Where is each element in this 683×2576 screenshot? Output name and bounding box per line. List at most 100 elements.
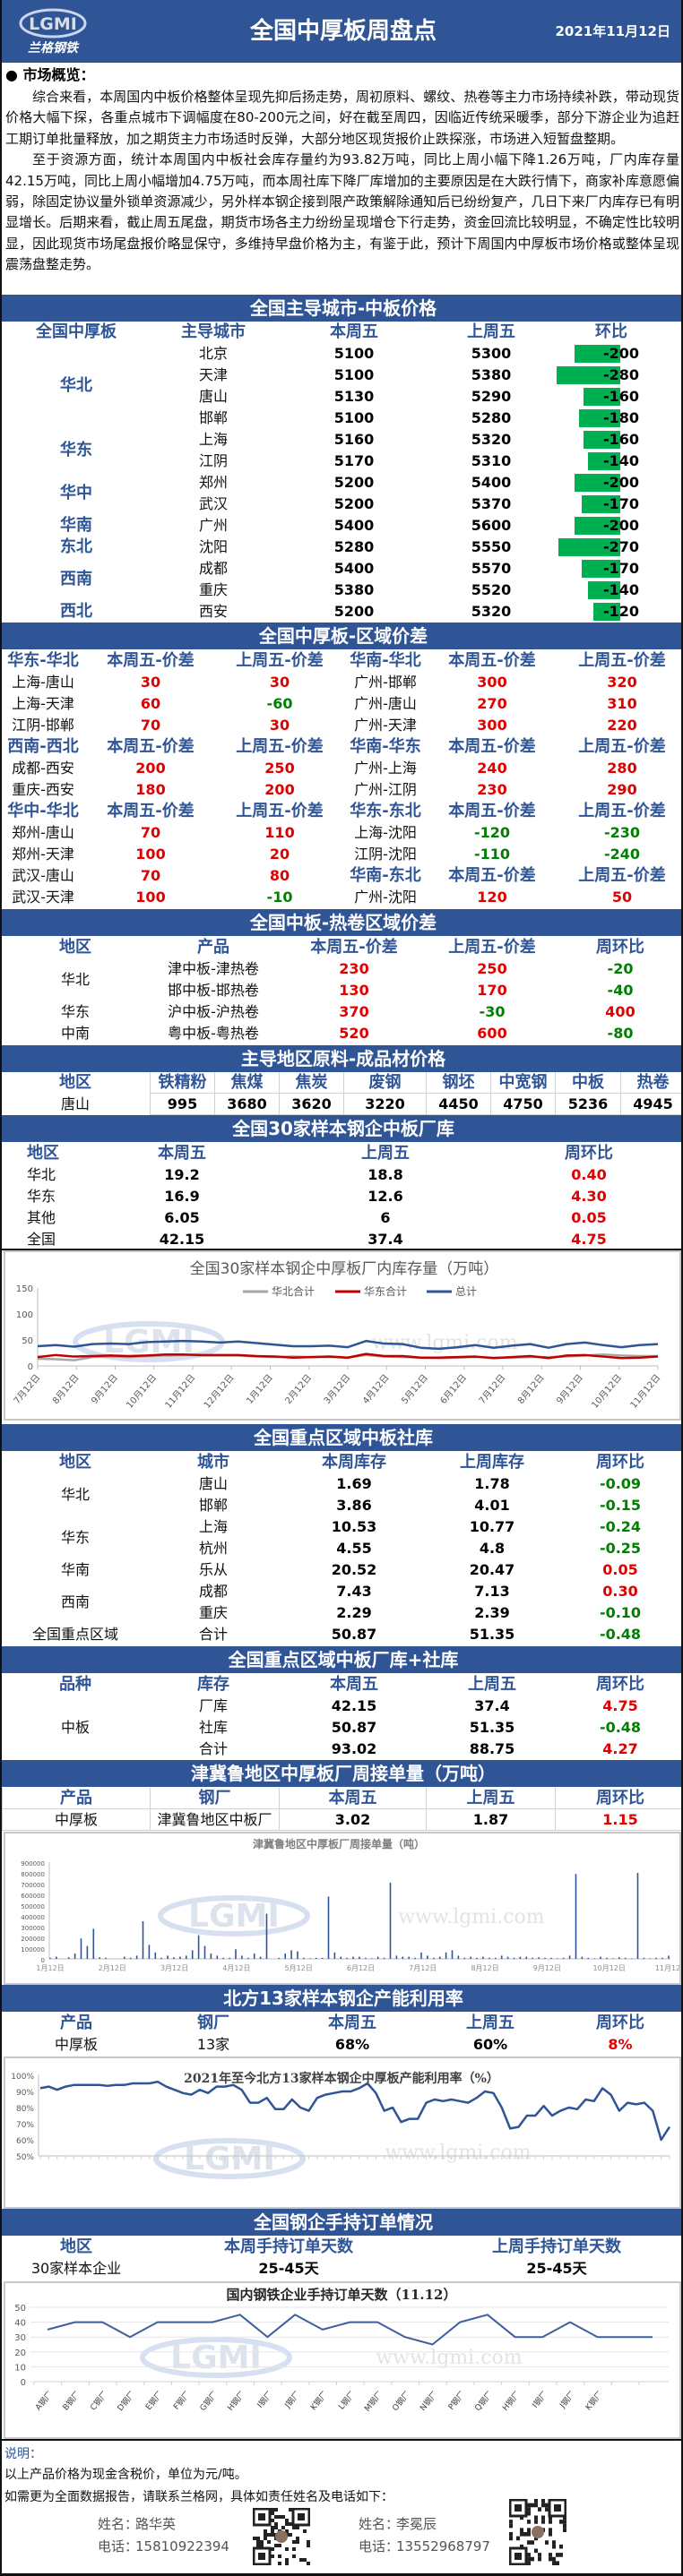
region-label: 华东 bbox=[27, 1188, 56, 1205]
y-tick-label: 50 bbox=[14, 2304, 26, 2314]
city-pair: 江阴-邯郸 bbox=[12, 717, 74, 734]
table-value: 51.35 bbox=[469, 1719, 515, 1736]
last-week-price: 5570 bbox=[471, 560, 512, 577]
table-value: 600 bbox=[477, 1025, 507, 1042]
spread-header: 本周五-价差 bbox=[448, 651, 536, 670]
table-value: 10.77 bbox=[469, 1518, 515, 1535]
table-value: 520 bbox=[339, 1025, 369, 1042]
table-value: 20.52 bbox=[331, 1561, 377, 1578]
table-value: 0.05 bbox=[571, 1209, 607, 1226]
x-tick-label: A钢厂 bbox=[33, 2389, 56, 2412]
table-value: -0.48 bbox=[599, 1626, 642, 1643]
x-tick-label: 12月12日 bbox=[202, 1372, 236, 1411]
bar bbox=[135, 1955, 138, 1959]
section-region-spread: 全国中厚板-区域价差 bbox=[2, 623, 681, 649]
bar bbox=[643, 1957, 645, 1959]
spread-value: -10 bbox=[266, 889, 293, 906]
column-header: 周环比 bbox=[596, 2014, 644, 2032]
chart-title: 全国30家样本钢企中厚板厂内库存量（万吨） bbox=[190, 1260, 499, 1278]
this-week-price: 5200 bbox=[333, 495, 375, 512]
svg-text:兰格钢铁: 兰格钢铁 bbox=[28, 40, 80, 56]
bar bbox=[105, 1957, 107, 1959]
spread-value: 30 bbox=[269, 674, 290, 691]
bar bbox=[402, 1956, 404, 1959]
table-value: 1.15 bbox=[555, 1809, 681, 1831]
bar bbox=[303, 1957, 305, 1959]
bar bbox=[445, 1952, 447, 1959]
change-value: -140 bbox=[602, 581, 639, 598]
spread-value: 200 bbox=[135, 760, 166, 777]
y-tick-label: 0 bbox=[21, 2378, 26, 2388]
bar bbox=[340, 1956, 342, 1959]
change-bar bbox=[581, 495, 620, 513]
bar bbox=[550, 1957, 552, 1959]
bar bbox=[636, 1873, 639, 1959]
qr-code bbox=[508, 2498, 567, 2566]
column-header: 周环比 bbox=[596, 1675, 644, 1694]
x-tick-label: E钢厂 bbox=[143, 2389, 165, 2412]
x-tick-label: 9月12日 bbox=[89, 1372, 119, 1406]
legend-label: 总计 bbox=[455, 1285, 477, 1298]
change-value: -270 bbox=[602, 538, 639, 555]
y-tick-label: 20 bbox=[14, 2348, 26, 2358]
bar bbox=[67, 1957, 70, 1959]
city-name: 沈阳 bbox=[198, 538, 228, 555]
city-name: 重庆 bbox=[198, 581, 228, 598]
change-value: -140 bbox=[602, 452, 639, 469]
spread-value: 320 bbox=[607, 674, 637, 691]
x-tick-label: 7月12日 bbox=[409, 1964, 437, 1972]
bar bbox=[463, 1957, 466, 1959]
city-name: 成都 bbox=[198, 560, 228, 577]
qr-code-svg bbox=[508, 2498, 567, 2566]
x-tick-label: 7月12日 bbox=[477, 1372, 507, 1406]
section-hrc-spread: 全国中板-热卷区域价差 bbox=[2, 909, 681, 936]
x-tick-label: 10月12日 bbox=[590, 1372, 624, 1411]
section-social-stock: 全国重点区域中板社库 bbox=[2, 1424, 681, 1451]
spread-value: -240 bbox=[603, 846, 641, 863]
column-header: 环比 bbox=[595, 322, 627, 341]
y-tick-label: 10 bbox=[14, 2363, 26, 2373]
bar bbox=[587, 1957, 590, 1959]
table-value: 7.43 bbox=[336, 1583, 372, 1600]
x-tick-label: 10月12日 bbox=[593, 1964, 626, 1972]
y-tick-label: 90% bbox=[16, 2089, 34, 2098]
report-date: 2021年11月12日 bbox=[555, 23, 671, 39]
x-tick-label: K钢厂 bbox=[583, 2389, 605, 2412]
bar bbox=[210, 1953, 212, 1959]
bar bbox=[476, 1957, 478, 1959]
table-value: 1.78 bbox=[474, 1475, 510, 1492]
region-label: 西南 bbox=[60, 1593, 90, 1610]
price-value: 4450 bbox=[426, 1094, 490, 1115]
table-value: 2.29 bbox=[336, 1604, 372, 1621]
y-tick-label: 100000 bbox=[21, 1946, 45, 1953]
y-tick-label: 400000 bbox=[21, 1914, 45, 1921]
city-pair: 上海-天津 bbox=[12, 695, 74, 712]
change-value: -160 bbox=[602, 388, 639, 405]
price-value: 3220 bbox=[343, 1094, 426, 1115]
change-value: -280 bbox=[602, 366, 639, 383]
table-value: 3.02 bbox=[279, 1809, 426, 1831]
spread-header: 本周五-价差 bbox=[448, 737, 536, 756]
bar bbox=[179, 1956, 181, 1959]
overview-paragraph: 综合来看，本周国内中板价格整体呈现先抑后扬走势，周初原料、螺纹、热卷等主力市场持… bbox=[5, 89, 679, 147]
table-value: 4.01 bbox=[474, 1497, 510, 1514]
spread-value: 100 bbox=[135, 846, 166, 863]
spread-value: 70 bbox=[140, 867, 161, 884]
y-tick-label: 0 bbox=[41, 1957, 45, 1964]
x-tick-label: N钢厂 bbox=[418, 2389, 440, 2413]
bar bbox=[167, 1955, 169, 1959]
contact-phone: 13552968797 bbox=[396, 2538, 490, 2555]
bar bbox=[544, 1957, 546, 1959]
table-value: 37.4 bbox=[367, 1231, 403, 1248]
row-label: 唐山 bbox=[198, 1475, 228, 1492]
column-header: 钢厂 bbox=[197, 2014, 229, 2032]
table-value: 4.75 bbox=[571, 1231, 607, 1248]
column-header: 上周五 bbox=[361, 1144, 410, 1163]
spread-header: 华东-东北 bbox=[350, 802, 421, 820]
spread-header: 华南-华东 bbox=[350, 737, 421, 756]
bar bbox=[624, 1957, 627, 1959]
bar bbox=[630, 1958, 633, 1959]
city-name: 江阴 bbox=[198, 452, 228, 469]
city-pair: 重庆-西安 bbox=[12, 781, 74, 798]
this-week-price: 5380 bbox=[333, 581, 375, 598]
